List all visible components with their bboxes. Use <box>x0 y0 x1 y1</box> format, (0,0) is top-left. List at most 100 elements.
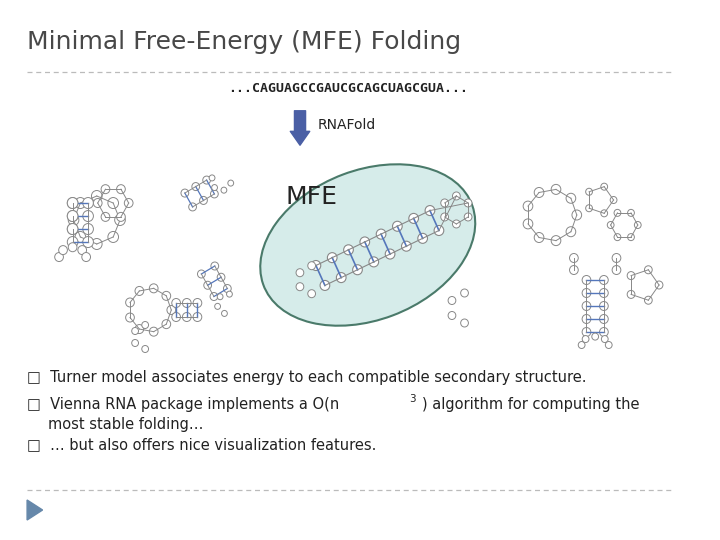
Circle shape <box>182 299 191 307</box>
Circle shape <box>409 213 418 224</box>
Circle shape <box>222 310 228 316</box>
Circle shape <box>392 221 402 231</box>
Circle shape <box>82 253 91 261</box>
Circle shape <box>132 340 138 347</box>
Text: MFE: MFE <box>286 185 338 209</box>
Circle shape <box>126 313 135 322</box>
Circle shape <box>582 314 591 323</box>
Circle shape <box>360 237 369 247</box>
Circle shape <box>193 299 202 307</box>
Circle shape <box>125 199 133 207</box>
Text: □  Turner model associates energy to each compatible secondary structure.: □ Turner model associates energy to each… <box>27 370 587 385</box>
Circle shape <box>600 183 608 190</box>
Circle shape <box>328 253 337 262</box>
Circle shape <box>600 327 608 336</box>
Circle shape <box>461 319 469 327</box>
Circle shape <box>582 335 589 342</box>
Circle shape <box>162 320 171 329</box>
Text: □  … but also offers nice visualization features.: □ … but also offers nice visualization f… <box>27 437 377 452</box>
Circle shape <box>566 227 576 237</box>
Circle shape <box>83 198 94 208</box>
Circle shape <box>227 291 233 297</box>
Text: 3: 3 <box>410 394 416 404</box>
Circle shape <box>142 321 148 328</box>
Circle shape <box>67 198 78 208</box>
Circle shape <box>600 210 608 217</box>
Circle shape <box>67 224 78 234</box>
Circle shape <box>311 260 321 271</box>
Circle shape <box>114 214 125 226</box>
Circle shape <box>655 281 663 289</box>
Circle shape <box>108 198 119 208</box>
Circle shape <box>592 333 598 340</box>
Circle shape <box>628 210 634 217</box>
Circle shape <box>612 266 621 274</box>
Circle shape <box>448 296 456 305</box>
Circle shape <box>452 220 460 228</box>
Circle shape <box>523 219 533 229</box>
Circle shape <box>296 283 304 291</box>
FancyArrowPatch shape <box>290 111 310 145</box>
Circle shape <box>204 281 212 289</box>
Circle shape <box>448 312 456 320</box>
Circle shape <box>377 229 386 239</box>
Circle shape <box>181 189 189 197</box>
Circle shape <box>585 188 593 195</box>
Circle shape <box>75 198 86 208</box>
Circle shape <box>142 346 148 353</box>
Circle shape <box>94 199 102 207</box>
Circle shape <box>572 210 582 220</box>
Polygon shape <box>27 500 42 520</box>
Circle shape <box>582 288 591 298</box>
Circle shape <box>614 210 621 217</box>
Circle shape <box>101 185 110 194</box>
Circle shape <box>149 327 158 336</box>
Circle shape <box>570 253 578 262</box>
Circle shape <box>217 273 225 281</box>
Circle shape <box>614 234 621 241</box>
Circle shape <box>55 253 63 261</box>
Circle shape <box>353 265 362 275</box>
Circle shape <box>336 273 346 282</box>
Circle shape <box>585 205 593 212</box>
Circle shape <box>307 289 315 298</box>
Circle shape <box>117 212 125 221</box>
Circle shape <box>117 185 125 194</box>
Circle shape <box>162 292 171 300</box>
Circle shape <box>402 241 411 251</box>
Circle shape <box>612 253 621 262</box>
Circle shape <box>126 298 135 307</box>
Circle shape <box>101 212 110 221</box>
Ellipse shape <box>260 164 475 326</box>
Circle shape <box>83 224 94 234</box>
Circle shape <box>606 341 612 348</box>
Circle shape <box>425 206 435 215</box>
Text: ) algorithm for computing the: ) algorithm for computing the <box>422 397 639 412</box>
Circle shape <box>172 299 181 307</box>
Circle shape <box>75 232 86 242</box>
Circle shape <box>644 266 652 274</box>
Circle shape <box>627 291 635 299</box>
Circle shape <box>193 313 202 321</box>
Circle shape <box>600 275 608 285</box>
Circle shape <box>132 327 138 334</box>
Circle shape <box>68 242 77 252</box>
Circle shape <box>83 237 94 247</box>
Circle shape <box>91 191 102 201</box>
Circle shape <box>68 214 79 226</box>
Text: □  Vienna RNA package implements a O(n: □ Vienna RNA package implements a O(n <box>27 397 339 412</box>
Circle shape <box>189 203 197 211</box>
Circle shape <box>192 183 199 191</box>
Circle shape <box>552 235 561 246</box>
Text: Minimal Free-Energy (MFE) Folding: Minimal Free-Energy (MFE) Folding <box>27 30 462 54</box>
Circle shape <box>628 234 634 241</box>
Circle shape <box>199 197 207 205</box>
Text: ...CAGUAGCCGAUCGCAGCUAGCGUA...: ...CAGUAGCCGAUCGCAGCUAGCGUA... <box>228 82 469 95</box>
Circle shape <box>610 197 617 204</box>
Circle shape <box>78 246 86 254</box>
Circle shape <box>149 284 158 293</box>
Circle shape <box>434 226 444 235</box>
Circle shape <box>212 185 217 191</box>
Circle shape <box>108 232 119 242</box>
Circle shape <box>441 213 449 221</box>
